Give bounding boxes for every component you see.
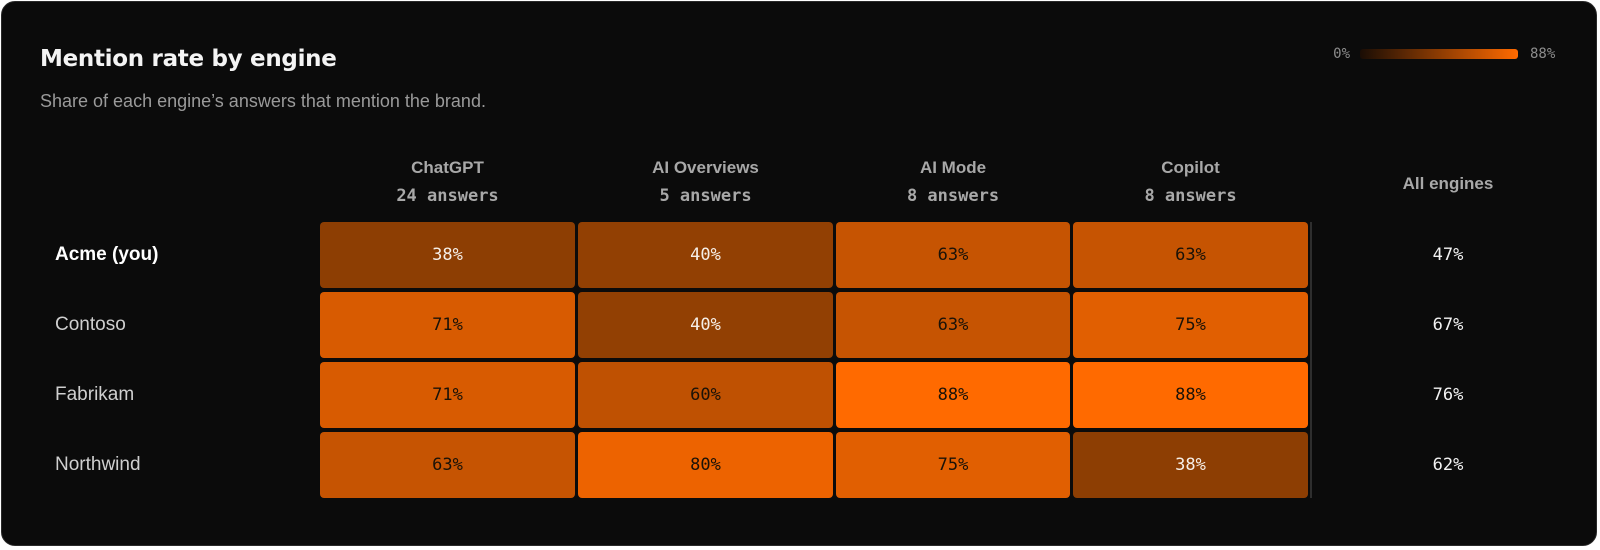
column-name: AI Mode [919, 158, 987, 177]
heatmap-cell: 63% [836, 292, 1070, 358]
column-header-ai-mode: AI Mode 8 answers [836, 158, 1070, 206]
total-column-divider [1310, 222, 1312, 498]
row-total: 47% [1432, 245, 1464, 265]
column-answer-count: 5 answers [659, 186, 752, 206]
column-answer-count: 8 answers [906, 186, 1000, 206]
row-total: 76% [1432, 385, 1464, 405]
column-name: Copilot [1161, 158, 1220, 177]
heatmap-cell: 40% [578, 222, 833, 288]
column-header-ai-overviews: AI Overviews 5 answers [578, 158, 833, 206]
heatmap-cell: 38% [320, 222, 575, 288]
heatmap-cell: 71% [320, 362, 575, 428]
heatmap-cell: 38% [1073, 432, 1308, 498]
column-header-chatgpt: ChatGPT 24 answers [320, 158, 575, 206]
row-total: 62% [1432, 455, 1464, 475]
row-label: Fabrikam [55, 384, 135, 405]
heatmap-cell: 75% [1073, 292, 1308, 358]
row-total: 67% [1432, 315, 1464, 335]
chart-title: Mention rate by engine [40, 46, 337, 72]
column-name: ChatGPT [411, 158, 484, 177]
column-answer-count: 24 answers [396, 186, 499, 206]
row-label: Contoso [55, 314, 126, 335]
heatmap-cell: 63% [1073, 222, 1308, 288]
legend-gradient-bar [1360, 49, 1518, 59]
heatmap-cell: 40% [578, 292, 833, 358]
chart-subtitle: Share of each engine’s answers that ment… [40, 91, 486, 111]
column-header-copilot: Copilot 8 answers [1073, 158, 1308, 206]
heatmap-cell: 80% [578, 432, 833, 498]
legend-max-label: 88% [1530, 46, 1556, 62]
column-name: AI Overviews [652, 158, 759, 177]
heatmap-cell: 88% [836, 362, 1070, 428]
row-label: Northwind [55, 454, 141, 475]
heatmap-cell: 88% [1073, 362, 1308, 428]
legend-min-label: 0% [1333, 46, 1350, 62]
heatmap-cell: 63% [320, 432, 575, 498]
column-answer-count: 8 answers [1144, 186, 1237, 206]
row-label: Acme (you) [55, 244, 159, 265]
heatmap-cell: 63% [836, 222, 1070, 288]
heatmap-cell: 60% [578, 362, 833, 428]
column-header-all-engines: All engines [1402, 174, 1494, 193]
heatmap-cell: 71% [320, 292, 575, 358]
heatmap-cell: 75% [836, 432, 1070, 498]
